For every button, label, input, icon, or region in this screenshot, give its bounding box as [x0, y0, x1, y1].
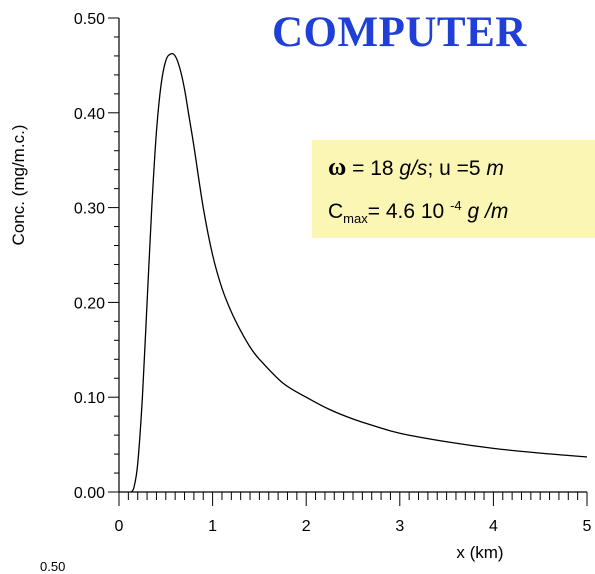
computer-banner: COMPUTER	[272, 9, 527, 56]
x-tick-label: 1	[208, 518, 217, 535]
y-tick-label: 0.00	[74, 485, 105, 502]
cmax-mantissa: = 4.6 10	[367, 200, 451, 223]
y-axis-title: Conc. (mg/m.c.)	[9, 125, 28, 246]
y-tick-label: 0.10	[74, 390, 105, 407]
x-tick-label: 4	[489, 518, 498, 535]
wind-speed-unit: m	[486, 157, 504, 180]
partial-axis-label: 0.50	[40, 559, 66, 574]
x-tick-label: 5	[583, 518, 592, 535]
y-tick-label: 0.40	[74, 106, 105, 123]
axes	[118, 18, 587, 493]
y-tick-label: 0.20	[74, 295, 105, 312]
y-tick-label: 0.50	[74, 11, 105, 28]
x-tick-label: 3	[395, 518, 404, 535]
wind-speed-value: ; u =5	[427, 157, 487, 180]
axis-ticks	[108, 17, 588, 506]
y-tick-label: 0.30	[74, 201, 105, 218]
emission-rate-line: ω = 18 g/s; u =5 m	[328, 154, 504, 182]
emission-rate-unit: g/s	[399, 157, 428, 180]
cmax-line: Cmax= 4.6 10 -4 g /m	[328, 198, 508, 226]
tick-labels: 0.00 0.10 0.20 0.30 0.40 0.50 0 1 2 3 4 5	[74, 11, 592, 535]
cmax-exponent: -4	[450, 198, 462, 213]
x-tick-label: 2	[302, 518, 311, 535]
emission-rate-value: = 18	[346, 157, 400, 180]
omega-symbol: ω	[328, 154, 347, 181]
concentration-curve	[130, 52, 588, 493]
cmax-unit: g /m	[467, 200, 509, 223]
parameter-box: ω = 18 g/s; u =5 m Cmax= 4.6 10 -4 g /m	[312, 140, 595, 238]
x-tick-label: 0	[115, 518, 124, 535]
cmax-subscript: max	[343, 211, 368, 227]
cmax-symbol: C	[328, 200, 344, 223]
x-axis-title: x (km)	[456, 543, 503, 562]
